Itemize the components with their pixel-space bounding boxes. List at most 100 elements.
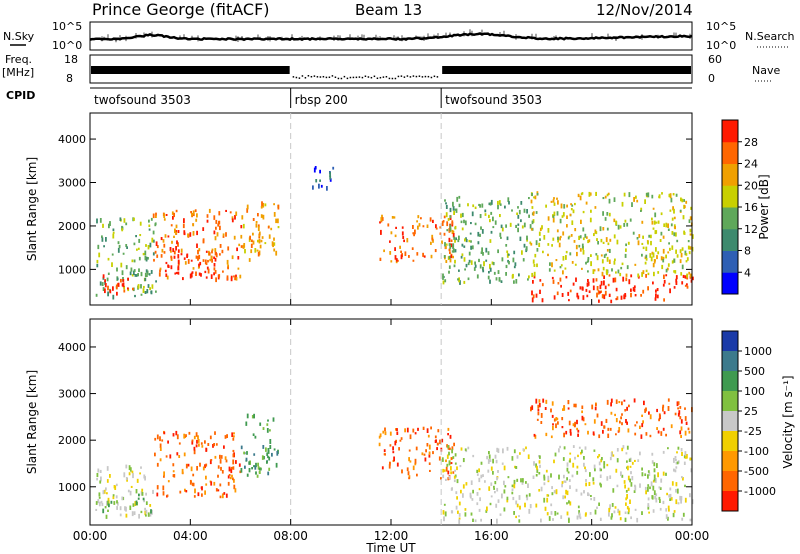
scatter-cell bbox=[626, 445, 629, 450]
scatter-cell bbox=[263, 456, 265, 460]
scatter-cell bbox=[211, 259, 213, 263]
freq-dot bbox=[352, 76, 355, 79]
scatter-cell bbox=[478, 488, 481, 491]
scatter-cell bbox=[109, 289, 112, 294]
scatter-cell bbox=[238, 243, 241, 247]
scatter-cell bbox=[600, 280, 603, 286]
scatter-cell bbox=[133, 269, 136, 273]
scatter-cell bbox=[669, 498, 671, 501]
scatter-cell bbox=[111, 253, 114, 256]
scatter-cell bbox=[213, 215, 216, 220]
scatter-cell bbox=[634, 485, 637, 491]
scatter-cell bbox=[511, 488, 514, 491]
scatter-cell bbox=[487, 251, 490, 255]
scatter-cell bbox=[139, 221, 142, 226]
scatter-cell bbox=[558, 242, 561, 248]
scatter-cell bbox=[477, 231, 480, 237]
scatter-cell bbox=[534, 195, 537, 200]
scatter-cell bbox=[639, 483, 641, 488]
scatter-cell bbox=[257, 466, 260, 470]
scatter-cell bbox=[159, 269, 161, 273]
freq-bar-0 bbox=[91, 66, 290, 74]
scatter-cell bbox=[490, 199, 493, 205]
scatter-cell bbox=[542, 398, 545, 403]
scatter-cell bbox=[642, 289, 645, 294]
scatter-cell bbox=[681, 247, 684, 251]
scatter-cell bbox=[409, 434, 412, 440]
scatter-cell bbox=[519, 236, 522, 241]
scatter-cell bbox=[599, 284, 602, 290]
scatter-cell bbox=[640, 207, 643, 212]
scatter-cell bbox=[471, 498, 474, 501]
scatter-cell bbox=[262, 214, 265, 220]
scatter-cell bbox=[543, 497, 546, 503]
scatter-cell bbox=[590, 495, 592, 497]
scatter-cell bbox=[458, 513, 461, 517]
scatter-cell bbox=[447, 256, 450, 260]
scatter-cell bbox=[447, 470, 450, 475]
scatter-cell bbox=[674, 456, 677, 459]
scatter-cell bbox=[586, 294, 589, 298]
scatter-cell bbox=[625, 419, 627, 424]
scatter-cell bbox=[477, 241, 480, 245]
scatter-cell bbox=[550, 408, 552, 413]
scatter-cell bbox=[116, 506, 118, 510]
scatter-cell bbox=[102, 223, 104, 228]
scatter-cell bbox=[536, 193, 539, 196]
scatter-cell bbox=[599, 474, 602, 478]
scatter-cell bbox=[551, 276, 554, 280]
scatter-cell bbox=[452, 248, 455, 253]
scatter-cell bbox=[443, 516, 445, 522]
scatter-cell bbox=[273, 448, 276, 451]
scatter-cell bbox=[258, 231, 261, 236]
scatter-cell bbox=[113, 485, 116, 489]
scatter-cell bbox=[677, 460, 680, 464]
scatter-cell bbox=[647, 192, 650, 198]
scatter-cell bbox=[692, 276, 694, 281]
scatter-cell bbox=[625, 248, 627, 252]
scatter-cell bbox=[251, 239, 253, 243]
scatter-cell bbox=[528, 214, 530, 218]
scatter-cell bbox=[186, 253, 189, 257]
scatter-cell bbox=[262, 427, 265, 430]
scatter-cell bbox=[452, 206, 455, 211]
scatter-cell bbox=[524, 502, 526, 508]
xtick-label: 08:00 bbox=[273, 529, 308, 543]
scatter-cell bbox=[613, 510, 616, 514]
scatter-cell bbox=[161, 439, 164, 442]
scatter-cell bbox=[408, 457, 410, 462]
scatter-cell bbox=[531, 272, 534, 278]
scatter-cell bbox=[190, 259, 193, 262]
scatter-cell bbox=[257, 226, 260, 231]
scatter-cell bbox=[275, 462, 278, 468]
scatter-cell bbox=[650, 240, 652, 246]
scatter-cell bbox=[183, 257, 186, 260]
scatter-cell bbox=[464, 512, 467, 517]
scatter-cell bbox=[452, 233, 455, 238]
scatter-cell bbox=[379, 257, 382, 261]
scatter-cell bbox=[214, 270, 217, 274]
scatter-cell bbox=[112, 233, 115, 239]
scatter-cell bbox=[547, 243, 550, 246]
scatter-cell bbox=[665, 508, 668, 512]
freq-dot bbox=[358, 76, 361, 78]
scatter-cell bbox=[141, 492, 144, 496]
scatter-cell bbox=[644, 408, 646, 413]
scatter-cell bbox=[387, 223, 390, 227]
scatter-cell bbox=[223, 445, 225, 449]
scatter-cell bbox=[252, 240, 255, 245]
scatter-cell bbox=[453, 442, 455, 447]
scatter-cell bbox=[445, 204, 448, 209]
scatter-cell bbox=[492, 226, 495, 229]
scatter-cell bbox=[599, 467, 601, 472]
scatter-cell bbox=[222, 235, 225, 238]
scatter-cell bbox=[681, 451, 683, 456]
scatter-cell bbox=[267, 449, 270, 454]
scatter-cell bbox=[563, 480, 566, 483]
scatter-cell bbox=[667, 398, 670, 402]
scatter-cell bbox=[269, 445, 272, 449]
scatter-cell bbox=[684, 454, 687, 459]
scatter-cell bbox=[624, 219, 627, 223]
scatter-cell bbox=[273, 237, 275, 241]
